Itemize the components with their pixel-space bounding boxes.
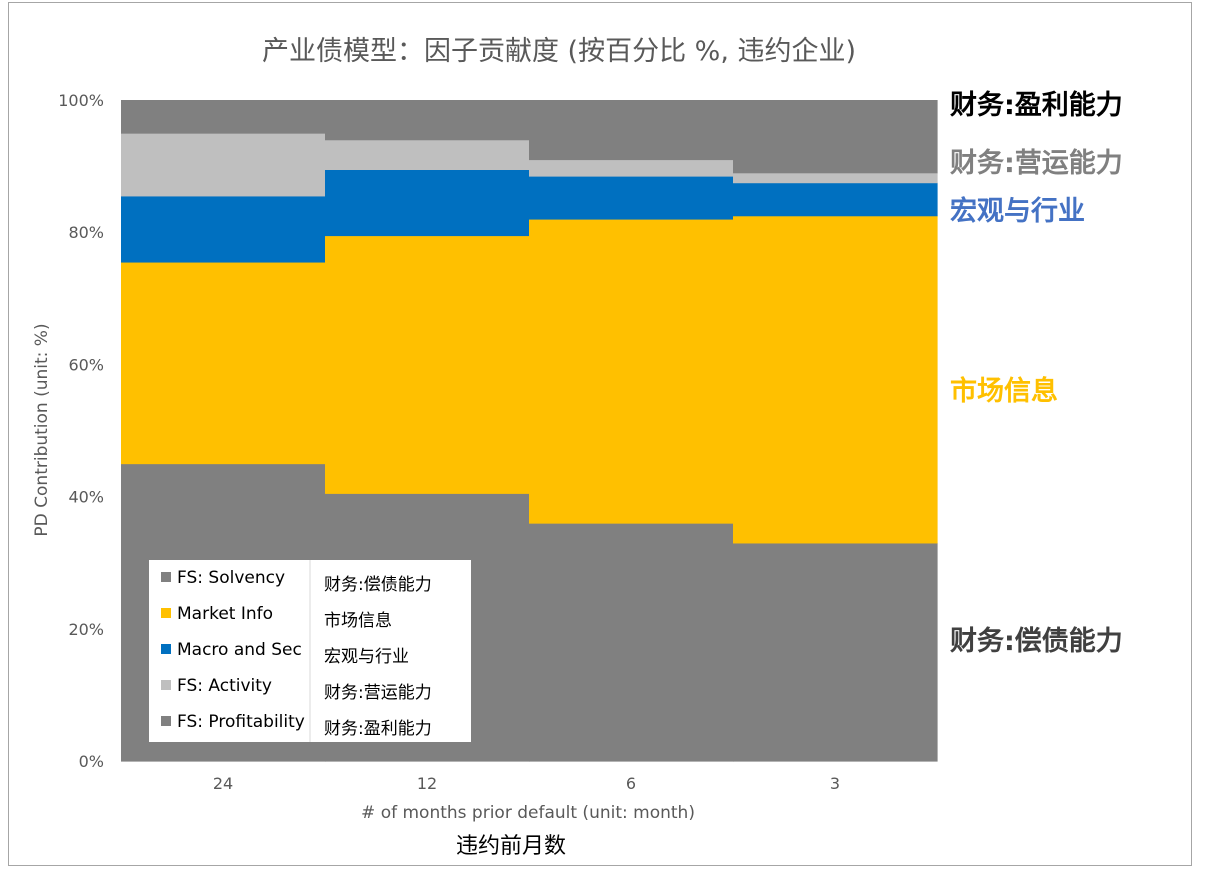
legend-label-cn: 财务:盈利能力 xyxy=(324,719,432,739)
x-axis-label: # of months prior default (unit: month) xyxy=(361,803,695,823)
y-tick-label: 40% xyxy=(68,488,104,507)
legend-swatch xyxy=(161,680,171,690)
x-tick-label: 3 xyxy=(830,774,840,793)
legend-swatch xyxy=(161,608,171,618)
x-tick-label: 12 xyxy=(417,774,437,793)
side-label: 财务:营运能力 xyxy=(950,147,1123,179)
legend: FS: Solvency 财务:偿债能力 Market Info 市场信息 Macro … xyxy=(149,560,471,742)
bar-segment-3-2 xyxy=(529,159,734,177)
x-axis-sublabel: 违约前月数 xyxy=(456,834,566,859)
bar-segment-1-1 xyxy=(325,235,530,494)
legend-swatch xyxy=(161,716,171,726)
y-axis-label: PD Contribution (unit: %) xyxy=(32,323,52,536)
bar-segment-3-1 xyxy=(325,139,530,170)
bar-segment-2-2 xyxy=(529,176,734,220)
y-tick-label: 80% xyxy=(68,223,104,242)
y-tick-label: 20% xyxy=(68,620,104,639)
bar-segment-4-2 xyxy=(529,100,734,161)
x-tick-label: 6 xyxy=(626,774,636,793)
bar-segment-3-0 xyxy=(121,133,326,197)
bar-segment-0-2 xyxy=(529,523,734,762)
bar-segment-2-3 xyxy=(733,182,938,217)
legend-label: Market Info xyxy=(177,604,273,624)
legend-label: Macro and Sec xyxy=(177,640,302,660)
bar-segment-1-0 xyxy=(121,261,326,465)
bar-segment-0-3 xyxy=(733,542,938,762)
legend-label: FS: Solvency xyxy=(177,568,285,588)
y-tick-label: 0% xyxy=(79,752,104,771)
x-tick-labels: 24 12 6 3 xyxy=(213,774,840,793)
legend-swatch xyxy=(161,644,171,654)
legend-label-cn: 财务:营运能力 xyxy=(324,683,432,703)
bar-segment-3-3 xyxy=(733,172,938,184)
legend-label-cn: 宏观与行业 xyxy=(324,647,409,667)
legend-label-cn: 市场信息 xyxy=(324,611,392,631)
bar-segment-1-3 xyxy=(733,215,938,544)
x-tick-label: 24 xyxy=(213,774,233,793)
y-tick-label: 60% xyxy=(68,355,104,374)
y-tick-labels: 0% 20% 40% 60% 80% 100% xyxy=(58,91,104,771)
bar-segment-2-0 xyxy=(121,195,326,263)
bar-segment-4-1 xyxy=(325,100,530,141)
side-label: 市场信息 xyxy=(950,375,1058,407)
bar-segment-2-1 xyxy=(325,169,530,237)
legend-label: FS: Profitability xyxy=(177,712,305,732)
side-label: 财务:盈利能力 xyxy=(950,89,1123,121)
bar-segment-1-2 xyxy=(529,218,734,524)
bar-segment-4-3 xyxy=(733,100,938,174)
y-tick-label: 100% xyxy=(58,91,104,110)
side-label: 宏观与行业 xyxy=(950,195,1085,227)
chart-title: 产业债模型：因子贡献度 (按百分比 %, 违约企业) xyxy=(262,36,856,67)
legend-label-cn: 财务:偿债能力 xyxy=(324,575,432,595)
legend-label: FS: Activity xyxy=(177,676,272,696)
side-label: 财务:偿债能力 xyxy=(950,625,1123,657)
legend-swatch xyxy=(161,572,171,582)
bar-segment-4-0 xyxy=(121,100,326,134)
